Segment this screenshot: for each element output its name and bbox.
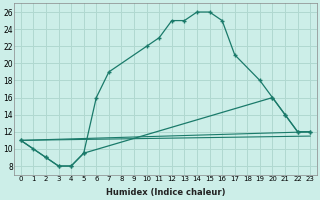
X-axis label: Humidex (Indice chaleur): Humidex (Indice chaleur): [106, 188, 225, 197]
